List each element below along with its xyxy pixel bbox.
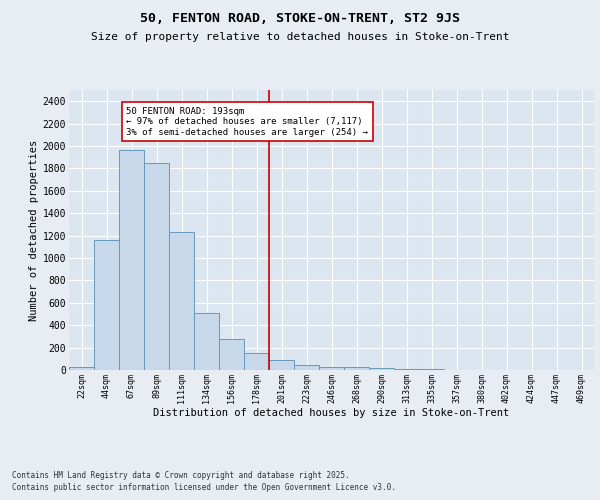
- X-axis label: Distribution of detached houses by size in Stoke-on-Trent: Distribution of detached houses by size …: [154, 408, 509, 418]
- Bar: [269, 360, 294, 370]
- Bar: [394, 369, 419, 370]
- Bar: [194, 313, 219, 370]
- Bar: [319, 366, 344, 370]
- Text: 50 FENTON ROAD: 193sqm
← 97% of detached houses are smaller (7,117)
3% of semi-d: 50 FENTON ROAD: 193sqm ← 97% of detached…: [127, 107, 368, 136]
- Y-axis label: Number of detached properties: Number of detached properties: [29, 140, 38, 320]
- Text: 50, FENTON ROAD, STOKE-ON-TRENT, ST2 9JS: 50, FENTON ROAD, STOKE-ON-TRENT, ST2 9JS: [140, 12, 460, 26]
- Bar: [69, 367, 94, 370]
- Text: Size of property relative to detached houses in Stoke-on-Trent: Size of property relative to detached ho…: [91, 32, 509, 42]
- Text: Contains public sector information licensed under the Open Government Licence v3: Contains public sector information licen…: [12, 484, 396, 492]
- Bar: [344, 367, 369, 370]
- Bar: [169, 232, 194, 370]
- Bar: [94, 240, 119, 370]
- Text: Contains HM Land Registry data © Crown copyright and database right 2025.: Contains HM Land Registry data © Crown c…: [12, 471, 350, 480]
- Bar: [244, 352, 269, 370]
- Bar: [119, 150, 144, 370]
- Bar: [294, 365, 319, 370]
- Bar: [144, 163, 169, 370]
- Bar: [219, 339, 244, 370]
- Bar: [369, 368, 394, 370]
